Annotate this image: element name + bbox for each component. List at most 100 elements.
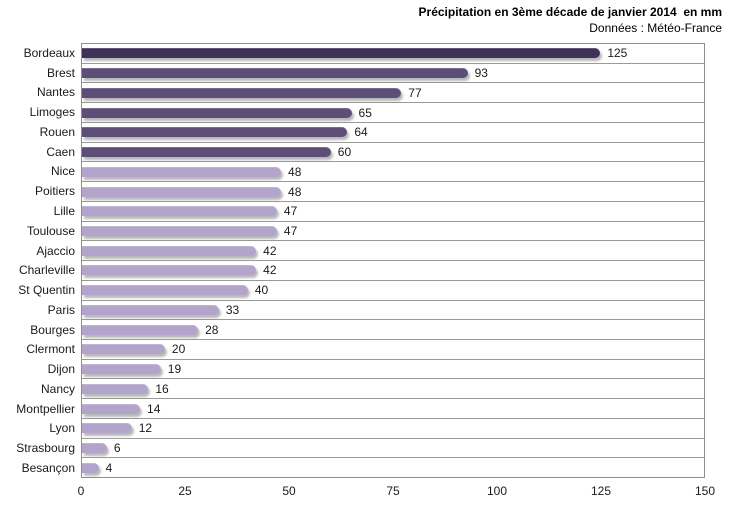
value-label: 19 bbox=[167, 362, 182, 377]
value-label: 28 bbox=[205, 322, 219, 337]
value-label: 77 bbox=[408, 85, 422, 100]
chart-title: Précipitation en 3ème décade de janvier … bbox=[418, 5, 722, 19]
category-label: Lyon bbox=[49, 421, 75, 436]
bar bbox=[82, 423, 132, 434]
category-label: Caen bbox=[46, 144, 75, 159]
bar bbox=[82, 225, 277, 236]
value-label: 48 bbox=[288, 164, 302, 179]
x-axis-tick-label: 150 bbox=[694, 484, 716, 498]
value-label: 42 bbox=[263, 243, 277, 258]
category-label: Brest bbox=[46, 65, 75, 80]
category-label: Toulouse bbox=[26, 223, 75, 238]
value-label: 4 bbox=[105, 460, 113, 475]
bar bbox=[82, 285, 248, 296]
bar-row: 47 bbox=[82, 222, 704, 242]
bar-row: 77 bbox=[82, 83, 704, 104]
bar-row: 60 bbox=[82, 143, 704, 163]
value-label: 47 bbox=[283, 223, 298, 238]
x-axis: 0 25 50 75 100 125 150 bbox=[77, 481, 715, 501]
bar bbox=[82, 147, 331, 158]
x-axis-tick-label: 25 bbox=[178, 484, 192, 498]
value-label: 14 bbox=[147, 401, 161, 416]
category-label: Bourges bbox=[30, 322, 75, 337]
chart-subtitle: Données : Météo-France bbox=[589, 21, 722, 35]
bar-row: 40 bbox=[82, 281, 704, 301]
bar-row: 20 bbox=[82, 340, 704, 360]
bar bbox=[82, 324, 199, 335]
value-label: 48 bbox=[288, 184, 302, 199]
category-label: Lille bbox=[53, 204, 75, 218]
bar bbox=[82, 462, 99, 473]
category-label: Nice bbox=[50, 164, 75, 179]
bar-row: 48 bbox=[82, 182, 704, 202]
x-axis-tick-label: 0 bbox=[77, 484, 85, 498]
x-axis-tick-label: 75 bbox=[386, 484, 400, 498]
bar bbox=[82, 265, 257, 276]
category-label: Montpellier bbox=[16, 401, 75, 416]
category-label: St Quentin bbox=[18, 283, 75, 298]
bar-row: 16 bbox=[82, 379, 704, 400]
category-label: Charleville bbox=[18, 263, 75, 278]
bar-row: 6 bbox=[82, 439, 704, 459]
value-label: 12 bbox=[138, 421, 153, 436]
category-label: Limoges bbox=[29, 105, 75, 120]
bar bbox=[82, 166, 282, 177]
value-label: 64 bbox=[354, 125, 368, 140]
bar bbox=[82, 304, 219, 315]
bar-row: 28 bbox=[82, 320, 704, 341]
bar-row: 42 bbox=[82, 261, 704, 281]
category-label: Nancy bbox=[40, 381, 75, 396]
category-label: Strasbourg bbox=[16, 441, 75, 456]
category-label: Poitiers bbox=[34, 184, 75, 199]
category-label: Dijon bbox=[47, 362, 75, 377]
x-axis-tick-label: 100 bbox=[486, 484, 508, 498]
category-label: Bordeaux bbox=[23, 45, 75, 60]
bar-row: 65 bbox=[82, 103, 704, 123]
category-label: Paris bbox=[47, 302, 75, 317]
bar bbox=[82, 68, 468, 79]
value-label: 20 bbox=[171, 342, 186, 357]
bar bbox=[82, 403, 141, 414]
bar bbox=[82, 107, 352, 118]
category-label: Clermont bbox=[26, 342, 75, 357]
value-label: 6 bbox=[113, 441, 121, 456]
category-label: Nantes bbox=[36, 85, 75, 100]
bar-row: 48 bbox=[82, 162, 704, 183]
bar bbox=[82, 443, 107, 454]
bar bbox=[82, 127, 348, 138]
y-axis-category-labels: Bordeaux Brest Nantes Limoges Rouen Caen Nice P… bbox=[0, 43, 75, 478]
bar-row: 42 bbox=[82, 241, 704, 262]
bar-row: 19 bbox=[82, 360, 704, 380]
bar-row: 64 bbox=[82, 123, 704, 143]
category-label: Ajaccio bbox=[36, 243, 75, 258]
plot-area: 125 93 77 65 64 60 48 48 47 47 42 42 40 33 28 20 19 16 14 1… bbox=[81, 43, 705, 478]
bar-row: 93 bbox=[82, 64, 704, 84]
bar bbox=[82, 87, 402, 98]
category-label: Besançon bbox=[21, 460, 75, 475]
category-label: Rouen bbox=[39, 124, 75, 139]
bar bbox=[82, 383, 149, 394]
value-label: 93 bbox=[474, 66, 488, 81]
value-label: 47 bbox=[283, 204, 298, 219]
bar bbox=[82, 48, 601, 59]
bar bbox=[82, 206, 277, 217]
value-label: 125 bbox=[607, 46, 628, 61]
bar-row: 33 bbox=[82, 301, 704, 321]
bar-row: 47 bbox=[82, 202, 704, 222]
chart-header: Précipitation en 3ème décade de janvier … bbox=[419, 4, 722, 36]
bar-row: 4 bbox=[82, 458, 704, 477]
bar bbox=[82, 344, 165, 355]
value-label: 33 bbox=[225, 302, 240, 317]
value-label: 16 bbox=[155, 381, 169, 396]
bar-row: 14 bbox=[82, 399, 704, 419]
value-label: 60 bbox=[337, 145, 352, 160]
value-label: 65 bbox=[358, 105, 372, 120]
bar bbox=[82, 245, 257, 256]
bar-row: 12 bbox=[82, 419, 704, 439]
bar-row: 125 bbox=[82, 44, 704, 64]
value-label: 42 bbox=[263, 263, 277, 278]
value-label: 40 bbox=[254, 283, 269, 298]
bar bbox=[82, 364, 161, 375]
x-axis-tick-label: 50 bbox=[282, 484, 296, 498]
